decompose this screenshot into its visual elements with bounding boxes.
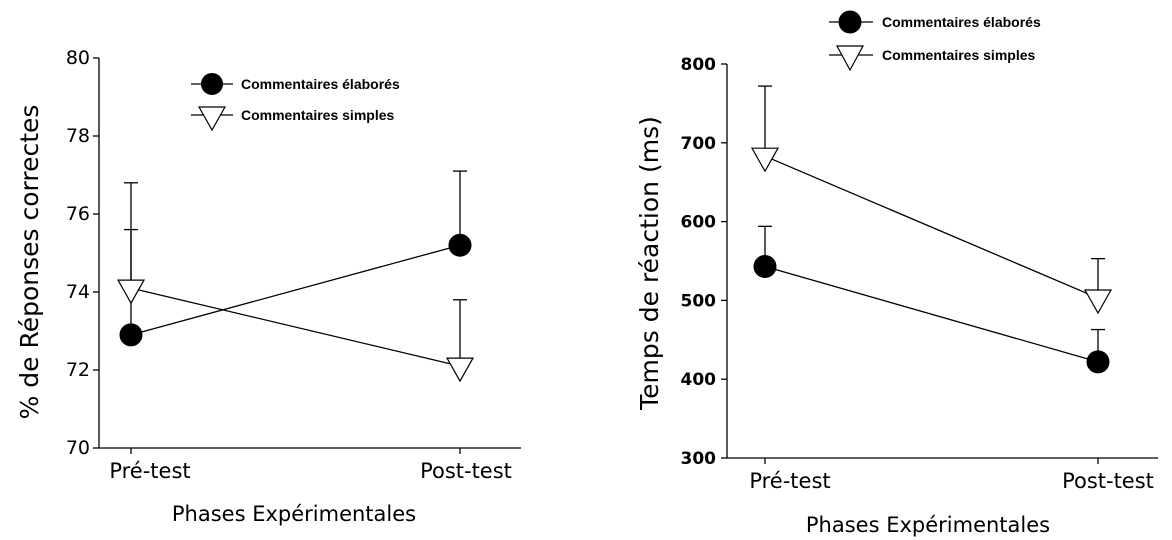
chart-right: 300 400 500 600 700 800 Pré-test Post-test Ph… xyxy=(635,10,1158,537)
data-point-elabores xyxy=(1086,350,1110,374)
y-tick-label: 76 xyxy=(66,203,90,225)
legend: Commentaires élaborés Commentaires simpl… xyxy=(829,10,1041,72)
x-axis-label: Phases Expérimentales xyxy=(806,513,1050,537)
y-tick-label: 700 xyxy=(681,134,717,154)
legend-marker-elabores xyxy=(838,10,862,34)
y-tick-label: 72 xyxy=(66,359,90,381)
chart-left: 70 72 74 76 78 80 Pré-test Post-test Phases E… xyxy=(15,47,521,526)
data-point-elabores xyxy=(753,255,777,279)
series-line-elabores xyxy=(130,244,461,336)
x-tick-label-pre: Pré-test xyxy=(109,459,190,483)
x-tick-label-pre: Pré-test xyxy=(749,469,830,493)
data-point-simples xyxy=(1083,289,1113,315)
y-axis-label: % de Réponses correctes xyxy=(15,105,44,420)
legend-marker-elabores xyxy=(201,73,223,95)
y-tick-label: 400 xyxy=(681,370,717,390)
data-point-simples xyxy=(445,357,475,383)
y-ticks: 300 400 500 600 700 800 xyxy=(681,55,1099,469)
series-line-simples xyxy=(764,155,1099,299)
x-tick-label-post: Post-test xyxy=(420,459,512,483)
y-tick-label: 300 xyxy=(681,449,717,469)
y-tick-label: 78 xyxy=(66,125,90,147)
plot-area xyxy=(750,85,1113,374)
y-ticks: 70 72 74 76 78 80 xyxy=(66,47,461,459)
legend-marker-simples xyxy=(197,106,227,132)
y-tick-label: 800 xyxy=(681,55,717,75)
legend-label-elabores: Commentaires élaborés xyxy=(882,14,1041,30)
legend: Commentaires élaborés Commentaires simpl… xyxy=(191,73,400,132)
data-point-simples xyxy=(116,279,146,305)
data-point-elabores xyxy=(448,233,472,257)
x-axis-label: Phases Expérimentales xyxy=(172,502,416,526)
y-tick-label: 70 xyxy=(66,437,90,459)
data-point-simples xyxy=(750,147,780,173)
series-line-simples xyxy=(130,287,461,367)
x-tick-label-post: Post-test xyxy=(1062,469,1154,493)
y-tick-label: 80 xyxy=(66,47,90,69)
y-axis-label: Temps de réaction (ms) xyxy=(635,116,664,411)
y-tick-label: 500 xyxy=(681,291,717,311)
data-point-elabores xyxy=(119,323,143,347)
legend-label-simples: Commentaires simples xyxy=(882,47,1035,63)
y-tick-label: 74 xyxy=(66,281,90,303)
series-line-elabores xyxy=(764,265,1099,363)
legend-marker-simples xyxy=(835,45,865,72)
legend-label-elabores: Commentaires élaborés xyxy=(241,76,400,92)
plot-area xyxy=(116,170,475,383)
y-tick-label: 600 xyxy=(681,213,717,233)
legend-label-simples: Commentaires simples xyxy=(241,107,394,123)
